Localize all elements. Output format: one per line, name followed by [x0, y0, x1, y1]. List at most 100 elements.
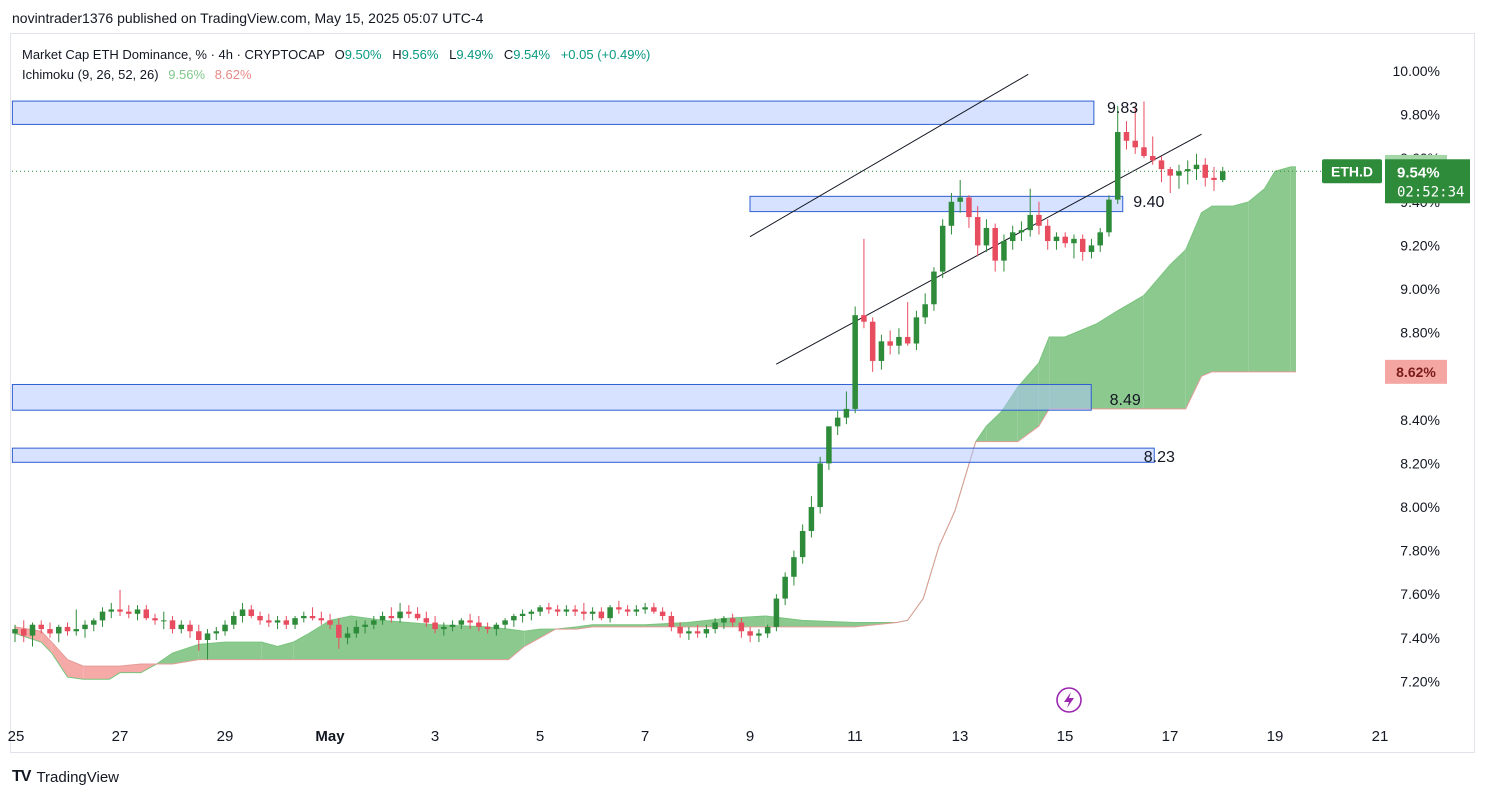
candle[interactable]	[82, 620, 88, 638]
candle[interactable]	[563, 605, 570, 616]
candle[interactable]	[362, 620, 368, 634]
candle[interactable]	[56, 624, 62, 643]
candle[interactable]	[1027, 188, 1033, 237]
candle[interactable]	[694, 624, 701, 638]
candle[interactable]	[616, 600, 622, 614]
candle[interactable]	[1097, 227, 1103, 252]
candle[interactable]	[1202, 158, 1208, 187]
candle[interactable]	[379, 611, 386, 625]
candle[interactable]	[143, 605, 150, 621]
candle[interactable]	[152, 613, 158, 625]
candle[interactable]	[799, 524, 806, 564]
candle[interactable]	[327, 613, 333, 630]
candle[interactable]	[1009, 225, 1016, 250]
zone-box[interactable]	[11, 100, 1095, 125]
candle[interactable]	[274, 616, 281, 630]
candle[interactable]	[1193, 153, 1200, 180]
candle[interactable]	[397, 602, 403, 623]
candle[interactable]	[1044, 219, 1051, 250]
candle[interactable]	[1062, 232, 1068, 248]
candle[interactable]	[432, 616, 438, 634]
candle[interactable]	[309, 607, 316, 621]
channel-lower-line[interactable]	[776, 133, 1202, 365]
candle[interactable]	[1079, 234, 1086, 261]
candle[interactable]	[589, 607, 596, 621]
candle[interactable]	[388, 607, 395, 623]
candle[interactable]	[1053, 232, 1060, 250]
candle[interactable]	[642, 602, 648, 614]
candle[interactable]	[904, 302, 911, 346]
candle[interactable]	[169, 616, 176, 634]
candle[interactable]	[1158, 156, 1165, 183]
candle[interactable]	[371, 616, 377, 630]
candle[interactable]	[957, 180, 963, 213]
candle[interactable]	[1106, 195, 1112, 237]
candle[interactable]	[756, 629, 762, 643]
candle[interactable]	[1176, 164, 1182, 189]
candle[interactable]	[187, 620, 193, 638]
candle[interactable]	[668, 611, 675, 632]
candle[interactable]	[747, 626, 753, 643]
candle[interactable]	[213, 626, 220, 640]
candle[interactable]	[1167, 166, 1173, 194]
candle[interactable]	[712, 618, 718, 634]
candle[interactable]	[721, 616, 727, 630]
candle[interactable]	[266, 613, 272, 627]
candle[interactable]	[554, 605, 561, 616]
candle[interactable]	[117, 589, 123, 616]
candle[interactable]	[624, 605, 631, 616]
candle[interactable]	[1114, 105, 1121, 204]
candle[interactable]	[939, 219, 946, 279]
tradingview-brand[interactable]: TradingView	[36, 768, 119, 786]
candle[interactable]	[869, 317, 876, 372]
candle[interactable]	[808, 496, 815, 538]
candle[interactable]	[861, 238, 867, 329]
candle[interactable]	[423, 611, 430, 627]
candle[interactable]	[598, 607, 605, 621]
candle[interactable]	[12, 624, 18, 643]
candle[interactable]	[301, 611, 307, 623]
candle[interactable]	[992, 223, 998, 272]
candle[interactable]	[196, 624, 202, 651]
candle[interactable]	[47, 622, 53, 638]
candle[interactable]	[336, 618, 342, 649]
symbol-title[interactable]: Market Cap ETH Dominance, % · 4h · CRYPT…	[22, 47, 325, 62]
candle[interactable]	[493, 622, 500, 636]
candle[interactable]	[1184, 160, 1191, 185]
candle[interactable]	[791, 550, 797, 586]
candle[interactable]	[852, 306, 858, 414]
candle[interactable]	[441, 622, 447, 636]
candle[interactable]	[257, 611, 263, 625]
candle[interactable]	[633, 605, 640, 616]
candle[interactable]	[878, 334, 885, 370]
candle[interactable]	[161, 611, 167, 630]
zone-box[interactable]	[749, 195, 1124, 213]
candle[interactable]	[38, 620, 45, 634]
candle[interactable]	[607, 605, 613, 623]
candle[interactable]	[1211, 166, 1217, 191]
candle[interactable]	[983, 219, 990, 252]
candle[interactable]	[134, 605, 141, 621]
candle[interactable]	[1141, 101, 1147, 159]
candle[interactable]	[738, 618, 745, 638]
candle[interactable]	[1036, 201, 1042, 235]
candle[interactable]	[826, 426, 832, 470]
candle[interactable]	[414, 607, 421, 621]
candle[interactable]	[1132, 105, 1138, 154]
candle[interactable]	[834, 411, 841, 436]
candle[interactable]	[21, 620, 27, 643]
candle[interactable]	[231, 611, 237, 630]
candle[interactable]	[931, 267, 937, 311]
candle[interactable]	[729, 613, 736, 627]
candle[interactable]	[764, 624, 771, 638]
candle[interactable]	[353, 620, 360, 638]
ichimoku-label[interactable]: Ichimoku (9, 26, 52, 26)	[22, 67, 159, 82]
zone-box[interactable]	[11, 383, 1092, 411]
candle[interactable]	[1071, 234, 1077, 259]
candle[interactable]	[773, 594, 780, 632]
candle[interactable]	[1219, 166, 1226, 183]
candle[interactable]	[29, 622, 36, 647]
flash-icon[interactable]	[1056, 687, 1082, 713]
candle[interactable]	[449, 620, 456, 632]
